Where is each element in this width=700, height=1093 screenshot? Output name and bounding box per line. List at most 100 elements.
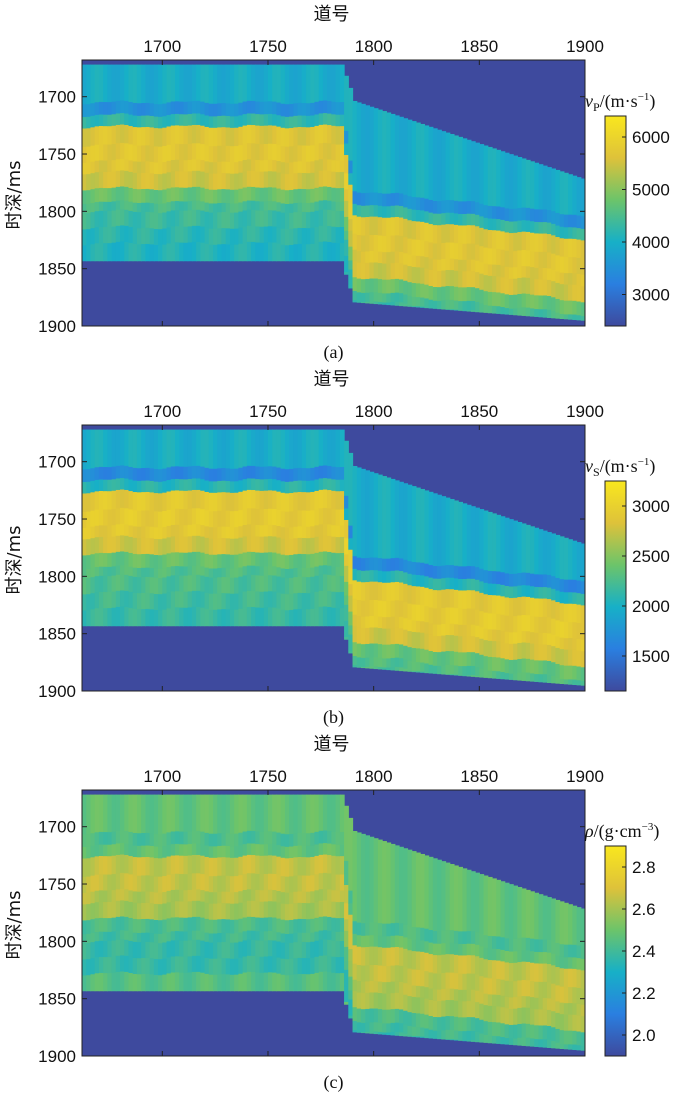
heatmap-cell bbox=[415, 927, 421, 941]
heatmap-cell bbox=[103, 479, 108, 492]
heatmap-cell bbox=[377, 981, 383, 994]
heatmap-cell bbox=[437, 129, 442, 202]
heatmap-cell bbox=[424, 998, 430, 1016]
heatmap-cell bbox=[111, 552, 117, 568]
heatmap-cell bbox=[166, 172, 172, 190]
heatmap-cell bbox=[98, 525, 104, 538]
heatmap-cell bbox=[399, 923, 404, 937]
heatmap-cell bbox=[289, 116, 294, 129]
heatmap-cell bbox=[356, 235, 362, 252]
heatmap-cell bbox=[449, 286, 455, 301]
heatmap-cell bbox=[441, 973, 447, 990]
heatmap-cell bbox=[259, 874, 265, 891]
heatmap-cell bbox=[82, 469, 87, 483]
heatmap-cell bbox=[496, 613, 502, 631]
heatmap-cell bbox=[306, 919, 311, 934]
heatmap-cell bbox=[98, 187, 104, 203]
heatmap-cell bbox=[120, 113, 125, 126]
heatmap-cell bbox=[369, 581, 375, 601]
heatmap-cell bbox=[369, 205, 375, 218]
heatmap-cell bbox=[462, 955, 468, 975]
y-tick-label: 1700 bbox=[38, 453, 76, 472]
heatmap-cell bbox=[538, 644, 544, 662]
heatmap-cell bbox=[411, 631, 417, 649]
heatmap-cell bbox=[504, 250, 510, 268]
heatmap-cell bbox=[420, 221, 425, 241]
heatmap-cell bbox=[111, 509, 117, 526]
heatmap-cell bbox=[158, 858, 163, 878]
heatmap-cell bbox=[500, 293, 506, 308]
heatmap-cell bbox=[284, 858, 290, 878]
heatmap-cell bbox=[98, 125, 104, 145]
heatmap-cell bbox=[348, 990, 354, 1001]
heatmap-cell bbox=[162, 794, 168, 835]
heatmap-cell bbox=[432, 1030, 438, 1039]
heatmap-cell bbox=[234, 103, 239, 117]
heatmap-cell bbox=[441, 651, 447, 666]
heatmap-cell bbox=[551, 941, 557, 955]
heatmap-cell bbox=[187, 940, 193, 957]
heatmap-cell bbox=[86, 481, 92, 494]
heatmap-cell bbox=[221, 202, 227, 213]
heatmap-cell bbox=[276, 64, 282, 104]
heatmap-cell bbox=[90, 845, 96, 858]
heatmap-cell bbox=[217, 919, 223, 934]
heatmap-cell bbox=[496, 949, 502, 962]
heatmap-cell bbox=[331, 874, 337, 891]
heatmap-cell bbox=[390, 582, 396, 602]
heatmap-cell bbox=[521, 1007, 527, 1025]
heatmap-cell bbox=[162, 228, 168, 246]
heatmap-cell bbox=[504, 938, 510, 952]
heatmap-cell bbox=[424, 606, 430, 623]
heatmap-cell bbox=[483, 875, 489, 936]
heatmap-cell bbox=[466, 287, 472, 302]
heatmap-cell bbox=[390, 292, 396, 303]
heatmap-cell bbox=[496, 292, 502, 307]
heatmap-cell bbox=[174, 575, 180, 592]
heatmap-cell bbox=[352, 963, 358, 981]
heatmap-cell bbox=[487, 218, 493, 231]
heatmap-cell bbox=[213, 527, 218, 540]
heatmap-cell bbox=[555, 663, 561, 679]
heatmap-cell bbox=[204, 145, 210, 162]
heatmap-cell bbox=[289, 527, 294, 540]
heatmap-cell bbox=[428, 491, 434, 566]
heatmap-cell bbox=[225, 846, 231, 859]
heatmap-cell bbox=[352, 568, 358, 581]
heatmap-cell bbox=[170, 64, 176, 103]
heatmap-cell bbox=[373, 278, 379, 293]
heatmap-cell bbox=[424, 257, 430, 270]
heatmap-cell bbox=[293, 577, 299, 594]
heatmap-cell bbox=[327, 200, 332, 211]
heatmap-cell bbox=[246, 535, 252, 553]
heatmap-cell bbox=[94, 64, 100, 103]
heatmap-cell bbox=[115, 200, 121, 211]
heatmap-cell bbox=[517, 996, 523, 1009]
heatmap-cell bbox=[225, 510, 231, 528]
heatmap-cell bbox=[111, 490, 117, 510]
heatmap-cell bbox=[563, 622, 569, 639]
heatmap-cell bbox=[399, 965, 404, 983]
heatmap-cell bbox=[128, 940, 134, 958]
heatmap-cell bbox=[483, 656, 489, 671]
heatmap-cell bbox=[344, 581, 349, 597]
heatmap-cell bbox=[576, 1015, 582, 1033]
heatmap-cell bbox=[297, 145, 303, 162]
heatmap-cell bbox=[572, 638, 578, 651]
x-tick-label: 1850 bbox=[460, 402, 498, 421]
heatmap-cell bbox=[411, 648, 417, 663]
heatmap-cell bbox=[572, 284, 578, 302]
heatmap-cell bbox=[158, 892, 163, 905]
heatmap-cell bbox=[377, 667, 383, 670]
heatmap-cell bbox=[82, 975, 87, 992]
heatmap-cell bbox=[94, 126, 100, 146]
heatmap-cell bbox=[301, 958, 307, 975]
heatmap-cell bbox=[470, 636, 476, 653]
heatmap-cell bbox=[327, 565, 332, 576]
heatmap-cell bbox=[453, 589, 459, 609]
heatmap-cell bbox=[238, 480, 244, 493]
heatmap-cell bbox=[162, 593, 168, 611]
x-tick-label: 1850 bbox=[460, 37, 498, 56]
heatmap-cell bbox=[504, 573, 510, 587]
heatmap-cell bbox=[356, 643, 362, 658]
